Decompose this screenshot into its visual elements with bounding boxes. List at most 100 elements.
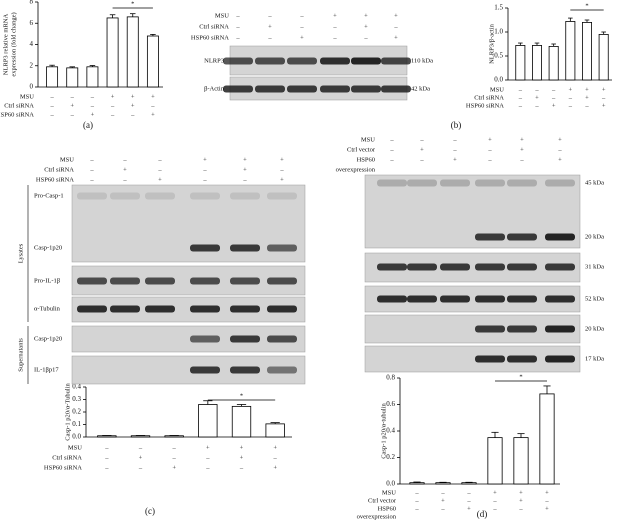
condition-sign: –: [440, 505, 445, 512]
kda-label: 42 kDa: [411, 85, 430, 92]
panel-label: (c): [145, 506, 155, 516]
condition-sign: +: [602, 102, 606, 109]
bar: [126, 16, 139, 88]
condition-sign: –: [239, 464, 244, 471]
blot-band: [377, 263, 407, 271]
condition-sign: –: [551, 94, 556, 101]
condition-sign: +: [364, 12, 368, 19]
condition-sign: +: [420, 146, 424, 153]
condition-label: MSU: [20, 93, 34, 100]
blot-band: [255, 85, 285, 93]
condition-sign: +: [467, 505, 471, 512]
blot-band: [230, 244, 260, 252]
y-tick-label: 0.5: [494, 52, 503, 60]
condition-sign: –: [389, 156, 394, 163]
condition-sign: +: [280, 156, 284, 163]
y-axis-label: NLRP3 relative mRNA: [2, 14, 9, 76]
condition-sign: –: [49, 111, 54, 118]
condition-label: HSP60 siRNA: [191, 34, 229, 41]
condition-sign: +: [333, 12, 337, 19]
condition-sign: –: [172, 444, 177, 451]
condition-sign: +: [280, 176, 284, 183]
condition-sign: –: [363, 34, 368, 41]
condition-sign: –: [487, 146, 492, 153]
condition-sign: –: [242, 176, 247, 183]
condition-sign: +: [568, 86, 572, 93]
bar: [532, 45, 542, 81]
condition-sign: –: [157, 156, 162, 163]
blot-band: [377, 295, 407, 303]
condition-sign: –: [90, 93, 95, 100]
blot-band: [190, 244, 220, 252]
condition-sign: –: [518, 86, 523, 93]
condition-sign: –: [487, 156, 492, 163]
condition-sign: –: [110, 111, 115, 118]
condition-label: MSU: [215, 12, 229, 19]
blot-band: [230, 277, 260, 285]
condition-sign: –: [568, 94, 573, 101]
condition-sign: –: [440, 489, 445, 496]
bar: [130, 435, 151, 438]
condition-sign: –: [104, 454, 109, 461]
blot-band: [475, 325, 505, 333]
condition-sign: –: [122, 176, 127, 183]
condition-sign: –: [414, 497, 419, 504]
significance-mark: *: [240, 392, 243, 399]
condition-sign: +: [158, 176, 162, 183]
blot-band: [145, 277, 175, 285]
condition-sign: +: [139, 454, 143, 461]
condition-sign: –: [518, 505, 523, 512]
condition-sign: +: [151, 111, 155, 118]
row-label: α-Tubulin: [34, 305, 61, 312]
condition-sign: +: [151, 93, 155, 100]
condition-label: MSU: [68, 444, 82, 451]
group-label: Lysates: [17, 243, 24, 263]
condition-sign: –: [601, 94, 606, 101]
bar: [487, 437, 503, 485]
condition-label: Ctrl siRNA: [199, 23, 229, 30]
y-tick-label: 0.1: [72, 420, 81, 428]
condition-sign: –: [568, 102, 573, 109]
blot-band: [190, 305, 220, 313]
row-label: β-Actin: [204, 85, 225, 92]
condition-sign: –: [104, 464, 109, 471]
condition-sign: –: [518, 102, 523, 109]
condition-sign: +: [206, 444, 210, 451]
row-label: NLRP3: [204, 57, 224, 64]
condition-sign: –: [279, 166, 284, 173]
condition-sign: +: [394, 34, 398, 41]
blot-band: [507, 179, 537, 187]
blot-band: [267, 366, 297, 374]
blot-band: [230, 192, 260, 200]
blot-band: [475, 233, 505, 241]
blot-band: [507, 233, 537, 241]
condition-sign: –: [273, 454, 278, 461]
condition-sign: –: [518, 94, 523, 101]
kda-label: 17 kDa: [585, 355, 604, 362]
condition-label: Ctrl siRNA: [52, 454, 82, 461]
blot-membrane: [71, 325, 306, 353]
condition-sign: –: [235, 34, 240, 41]
condition-sign: +: [558, 156, 562, 163]
condition-sign: –: [202, 166, 207, 173]
condition-sign: –: [584, 102, 589, 109]
blot-band: [223, 57, 253, 65]
condition-label: Ctrl siRNA: [474, 94, 504, 101]
condition-label: MSU: [490, 86, 504, 93]
condition-sign: +: [519, 497, 523, 504]
bar: [66, 67, 79, 88]
condition-sign: –: [389, 146, 394, 153]
bar: [461, 482, 477, 485]
blot-band: [320, 85, 350, 93]
bar: [97, 435, 117, 438]
condition-sign: +: [268, 23, 272, 30]
blot-band: [267, 244, 297, 252]
y-tick-label: 0.4: [386, 427, 395, 435]
condition-sign: +: [493, 489, 497, 496]
condition-sign: –: [332, 23, 337, 30]
condition-sign: –: [299, 12, 304, 19]
condition-sign: –: [452, 136, 457, 143]
blot-band: [407, 295, 437, 303]
y-tick-label: 0.2: [386, 453, 395, 461]
condition-sign: –: [534, 102, 539, 109]
